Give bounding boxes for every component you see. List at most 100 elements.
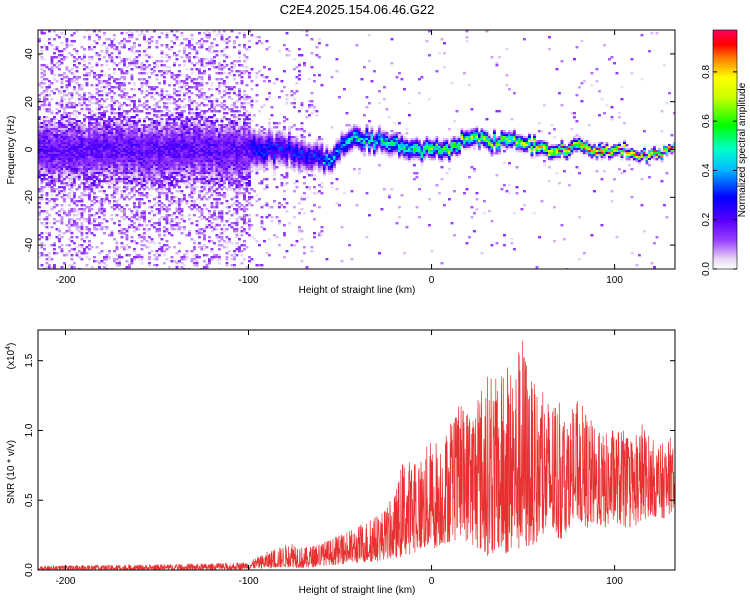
heatmap-cell (168, 188, 171, 191)
heatmap-cell (45, 258, 49, 261)
heatmap-cell (50, 156, 54, 159)
heatmap-cell (195, 256, 199, 259)
heatmap-cell (45, 210, 49, 213)
heatmap-cell (225, 236, 229, 239)
heatmap-cell (68, 78, 71, 81)
heatmap-cell (235, 138, 239, 141)
heatmap-cell (180, 124, 184, 127)
heatmap-cell (88, 124, 91, 127)
heatmap-cell (190, 128, 194, 131)
heatmap-cell (48, 234, 51, 237)
heatmap-cell (63, 166, 66, 169)
heatmap-cell (123, 78, 126, 81)
heatmap-cell (115, 138, 119, 141)
heatmap-cell (73, 184, 76, 187)
heatmap-cell (55, 132, 59, 135)
heatmap-cell (188, 136, 191, 139)
heatmap-cell (130, 140, 134, 143)
heatmap-cell (43, 94, 46, 97)
heatmap-cell (198, 170, 201, 173)
heatmap-cell (68, 188, 71, 191)
heatmap-cell (70, 182, 74, 185)
heatmap-cell (68, 98, 71, 101)
heatmap-cell (193, 258, 196, 261)
heatmap-cell (40, 264, 44, 267)
heatmap-cell (80, 104, 84, 107)
heatmap-cell (120, 88, 124, 91)
heatmap-cell (183, 128, 186, 131)
heatmap-cell (105, 142, 109, 145)
heatmap-cell (200, 146, 204, 149)
heatmap-cell (235, 194, 239, 197)
heatmap-cell (123, 248, 126, 251)
heatmap-cell (160, 158, 164, 161)
heatmap-cell (183, 82, 186, 85)
heatmap-cell (70, 176, 74, 179)
heatmap-cell (193, 172, 196, 175)
heatmap-cell (228, 160, 231, 163)
heatmap-cell (180, 266, 184, 269)
heatmap-cell (48, 134, 51, 137)
heatmap-cell (65, 86, 69, 89)
heatmap-cell (180, 164, 184, 167)
heatmap-cell (153, 156, 156, 159)
heatmap-cell (233, 132, 236, 135)
heatmap-cell (60, 204, 64, 207)
heatmap-cell (103, 158, 106, 161)
heatmap-cell (48, 222, 51, 225)
heatmap-cell (230, 130, 234, 133)
heatmap-cell (175, 132, 179, 135)
heatmap-cell (135, 130, 139, 133)
heatmap-cell (165, 244, 169, 247)
heatmap-cell (220, 150, 224, 153)
heatmap-cell (230, 158, 234, 161)
heatmap-cell (143, 126, 146, 129)
heatmap-cell (53, 154, 56, 157)
heatmap-cell (40, 80, 44, 83)
heatmap-cell (45, 178, 49, 181)
heatmap-cell (218, 166, 221, 169)
heatmap-cell (170, 112, 174, 115)
heatmap-cell (180, 134, 184, 137)
heatmap-cell (173, 74, 176, 77)
heatmap-cell (95, 164, 99, 167)
heatmap-cell (80, 178, 84, 181)
heatmap-cell (238, 136, 241, 139)
heatmap-cell (195, 56, 199, 59)
heatmap-cell (223, 140, 226, 143)
heatmap-cell (190, 260, 194, 263)
heatmap-cell (145, 230, 149, 233)
heatmap-cell (113, 190, 116, 193)
heatmap-cell (123, 102, 126, 105)
heatmap-cell (80, 204, 84, 207)
heatmap-cell (60, 164, 64, 167)
heatmap-cell (83, 164, 86, 167)
heatmap-cell (50, 126, 54, 129)
heatmap-cell (40, 154, 44, 157)
heatmap-cell (73, 172, 76, 175)
heatmap-cell (143, 104, 146, 107)
heatmap-cell (185, 174, 189, 177)
heatmap-cell (50, 90, 54, 93)
heatmap-cell (63, 138, 66, 141)
heatmap-cell (40, 142, 44, 145)
heatmap-cell (223, 196, 226, 199)
heatmap-cell (50, 160, 54, 163)
heatmap-cell (183, 94, 186, 97)
heatmap-cell (63, 156, 66, 159)
heatmap-cell (168, 128, 171, 131)
heatmap-cell (48, 38, 51, 41)
heatmap-cell (80, 158, 84, 161)
heatmap-cell (90, 204, 94, 207)
heatmap-cell (203, 186, 206, 189)
heatmap-cell (133, 156, 136, 159)
heatmap-cell (143, 178, 146, 181)
heatmap-cell (135, 162, 139, 165)
heatmap-cell (53, 244, 56, 247)
heatmap-cell (198, 112, 201, 115)
heatmap-cell (218, 174, 221, 177)
heatmap-cell (230, 150, 234, 153)
heatmap-cell (220, 220, 224, 223)
heatmap-cell (228, 168, 231, 171)
heatmap-cell (68, 174, 71, 177)
